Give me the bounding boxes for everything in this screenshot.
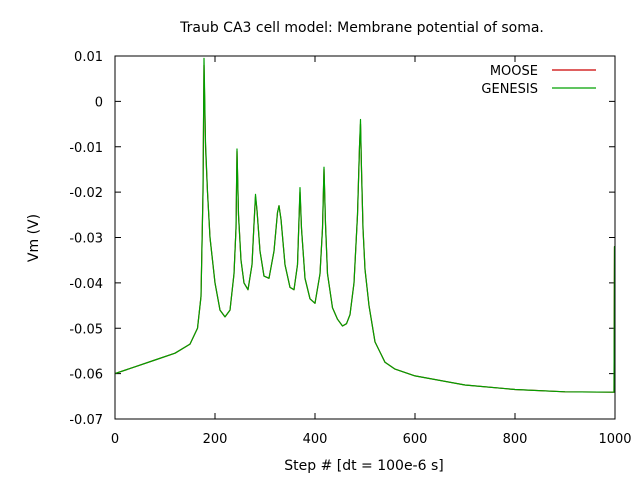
series-group (114, 57, 616, 393)
x-tick-label: 400 (303, 432, 328, 447)
y-tick-label: 0.01 (74, 50, 103, 65)
y-axis-label: Vm (V) (26, 214, 42, 262)
y-tick-label: -0.03 (69, 232, 103, 247)
x-tick-label: 0 (111, 432, 119, 447)
x-tick-label: 200 (203, 432, 228, 447)
x-tick-label: 800 (503, 432, 528, 447)
series-line-genesis (114, 57, 616, 393)
y-tick-label: 0 (95, 95, 103, 110)
chart-title: Traub CA3 cell model: Membrane potential… (179, 20, 544, 36)
legend-label-genesis: GENESIS (481, 82, 538, 97)
y-tick-label: -0.05 (69, 322, 103, 337)
axis-ticks: 0 200 400 600 800 1000 0.01 0 -0.01 -0.02 -0.03 -0.… (69, 50, 631, 447)
y-tick-label: -0.04 (69, 277, 103, 292)
y-tick-label: -0.06 (69, 368, 103, 383)
legend: MOOSE GENESIS (481, 64, 596, 97)
y-tick-label: -0.07 (69, 413, 103, 428)
x-tick-label: 600 (403, 432, 428, 447)
x-axis-label: Step # [dt = 100e-6 s] (284, 458, 443, 474)
legend-label-moose: MOOSE (490, 64, 538, 79)
plot-frame (114, 55, 616, 420)
y-tick-label: -0.02 (69, 186, 103, 201)
y-tick-label: -0.01 (69, 141, 103, 156)
x-tick-label: 1000 (598, 432, 631, 447)
